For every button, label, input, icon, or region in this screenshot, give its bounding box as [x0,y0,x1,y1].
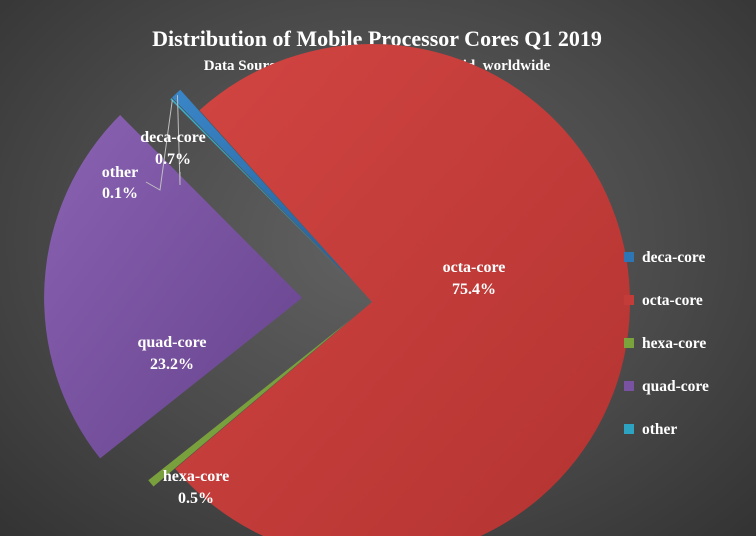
leader-lines [145,95,181,191]
pie-slice-quad-core [44,115,303,459]
legend-swatch-hexa-core [624,338,634,348]
leader-line-other [145,99,173,191]
data-label-name-hexa-core: hexa-core [163,468,229,485]
pie-slices [44,44,630,536]
legend: deca-core octa-core hexa-core quad-core othe… [624,249,709,438]
data-label-name-deca-core: deca-core [140,129,205,146]
legend-label-other: other [642,421,677,438]
legend-label-quad-core: quad-core [642,378,709,395]
leader-line-deca-core [176,95,181,186]
legend-label-hexa-core: hexa-core [642,335,706,352]
legend-swatch-deca-core [624,252,634,262]
data-label-value-octa-core: 75.4% [452,281,496,298]
data-label-name-other: other [102,164,138,181]
data-labels: deca-core 0.7% octa-core 75.4% hexa-core 0.5%… [102,129,506,507]
legend-swatch-other [624,424,634,434]
pie-slice-octa-core [175,44,630,536]
legend-swatch-octa-core [624,295,634,305]
pie-slice-hexa-core [148,319,351,487]
data-label-name-octa-core: octa-core [443,259,506,276]
data-label-name-quad-core: quad-core [137,334,206,351]
legend-label-octa-core: octa-core [642,292,703,309]
pie-slice-other [170,98,353,283]
data-label-value-hexa-core: 0.5% [178,490,214,507]
legend-label-deca-core: deca-core [642,249,706,266]
legend-swatch-quad-core [624,381,634,391]
pie-slice-deca-core [171,89,353,282]
data-label-value-quad-core: 23.2% [150,356,194,373]
data-label-value-other: 0.1% [102,185,138,202]
data-label-value-deca-core: 0.7% [155,151,191,168]
